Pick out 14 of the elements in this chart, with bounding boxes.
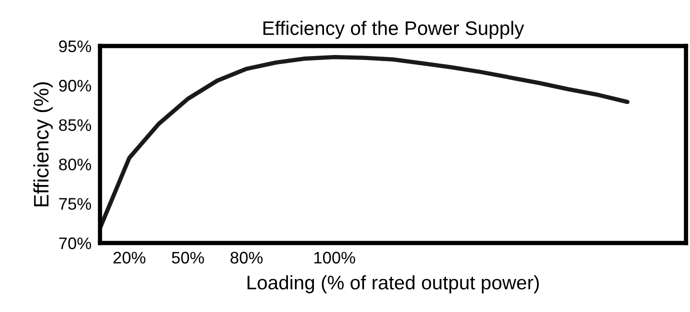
- x-tick-label: 100%: [314, 252, 356, 264]
- x-axis-title: Loading (% of rated output power): [248, 275, 539, 294]
- y-tick-label: 90%: [59, 80, 92, 92]
- line-series: [100, 54, 630, 230]
- y-tick-label: 70%: [59, 237, 92, 250]
- y-axis-title: Efficiency (%): [33, 82, 53, 206]
- y-tick-label: 80%: [59, 158, 92, 170]
- x-tick-label: 80%: [230, 252, 263, 264]
- y-tick-label: 95%: [59, 40, 92, 52]
- y-tick-label: 85%: [59, 119, 92, 132]
- chart-title: Efficiency of the Power Supply: [263, 20, 524, 39]
- x-tick-label: 20%: [113, 252, 146, 264]
- y-tick-label: 75%: [59, 198, 92, 210]
- x-tick-label: 50%: [172, 252, 204, 264]
